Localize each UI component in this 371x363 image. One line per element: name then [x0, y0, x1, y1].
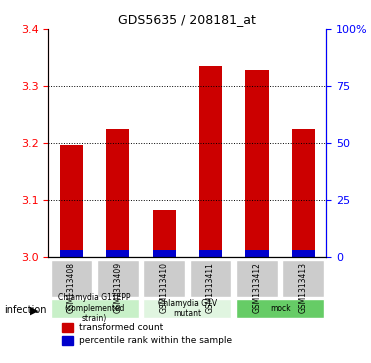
- Bar: [62, 336, 73, 346]
- Bar: [199, 250, 222, 257]
- Bar: [106, 250, 129, 257]
- FancyBboxPatch shape: [236, 260, 278, 297]
- Text: transformed count: transformed count: [79, 323, 163, 332]
- Bar: [60, 145, 83, 257]
- Bar: [62, 323, 73, 332]
- Text: Chlamydia G1V
mutant: Chlamydia G1V mutant: [158, 299, 217, 318]
- Bar: [60, 250, 83, 257]
- FancyBboxPatch shape: [97, 260, 139, 297]
- Bar: [292, 129, 315, 257]
- Text: GSM1313409: GSM1313409: [113, 262, 122, 313]
- FancyBboxPatch shape: [236, 299, 324, 318]
- Text: Chlamydia G1TEPP
(complemented
strain): Chlamydia G1TEPP (complemented strain): [58, 293, 131, 323]
- Text: GSM1313408: GSM1313408: [67, 262, 76, 313]
- FancyBboxPatch shape: [282, 260, 324, 297]
- FancyBboxPatch shape: [143, 260, 185, 297]
- FancyBboxPatch shape: [190, 260, 232, 297]
- Bar: [245, 70, 269, 257]
- Bar: [152, 250, 176, 257]
- FancyBboxPatch shape: [50, 299, 139, 318]
- FancyBboxPatch shape: [143, 299, 232, 318]
- Text: ▶: ▶: [30, 305, 38, 315]
- Text: GSM1313413: GSM1313413: [299, 262, 308, 313]
- Text: GSM1313412: GSM1313412: [252, 262, 262, 313]
- Text: GSM1313411: GSM1313411: [206, 262, 215, 313]
- Title: GDS5635 / 208181_at: GDS5635 / 208181_at: [118, 13, 256, 26]
- FancyBboxPatch shape: [50, 260, 92, 297]
- Bar: [245, 250, 269, 257]
- Text: GSM1313410: GSM1313410: [160, 262, 169, 313]
- Text: infection: infection: [4, 305, 46, 315]
- Text: percentile rank within the sample: percentile rank within the sample: [79, 337, 232, 345]
- Bar: [199, 66, 222, 257]
- Bar: [292, 250, 315, 257]
- Text: mock: mock: [270, 304, 290, 313]
- Bar: [152, 210, 176, 257]
- Bar: [106, 129, 129, 257]
